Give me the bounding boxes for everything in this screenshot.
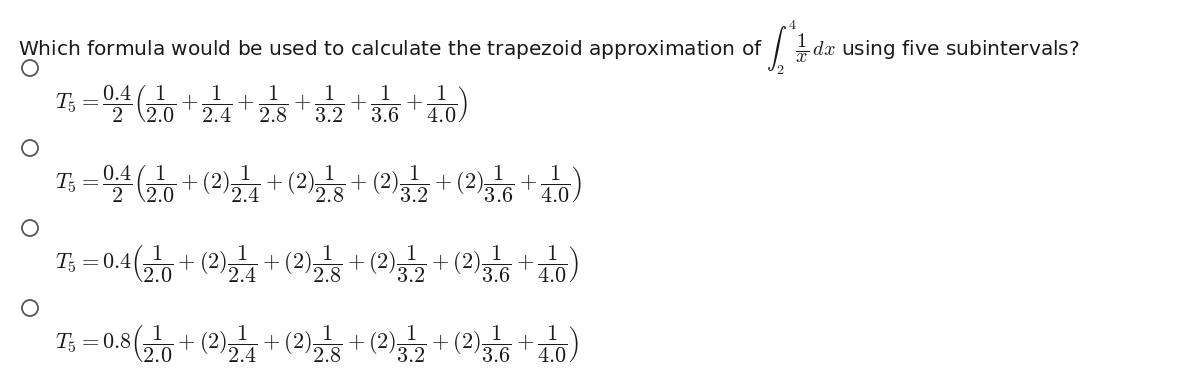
Text: $T_5 = 0.8\left(\dfrac{1}{2.0} + (2)\dfrac{1}{2.4} + (2)\dfrac{1}{2.8} + (2)\dfr: $T_5 = 0.8\left(\dfrac{1}{2.0} + (2)\dfr…: [55, 323, 580, 364]
Text: Which formula would be used to calculate the trapezoid approximation of $\int_2^: Which formula would be used to calculate…: [18, 18, 1080, 77]
Text: $T_5 = \dfrac{0.4}{2}\left(\dfrac{1}{2.0} + \dfrac{1}{2.4} + \dfrac{1}{2.8} + \d: $T_5 = \dfrac{0.4}{2}\left(\dfrac{1}{2.0…: [55, 83, 468, 124]
Text: $T_5 = 0.4\left(\dfrac{1}{2.0} + (2)\dfrac{1}{2.4} + (2)\dfrac{1}{2.8} + (2)\dfr: $T_5 = 0.4\left(\dfrac{1}{2.0} + (2)\dfr…: [55, 243, 580, 284]
Text: $T_5 = \dfrac{0.4}{2}\left(\dfrac{1}{2.0} + (2)\dfrac{1}{2.4} + (2)\dfrac{1}{2.8: $T_5 = \dfrac{0.4}{2}\left(\dfrac{1}{2.0…: [55, 163, 582, 204]
